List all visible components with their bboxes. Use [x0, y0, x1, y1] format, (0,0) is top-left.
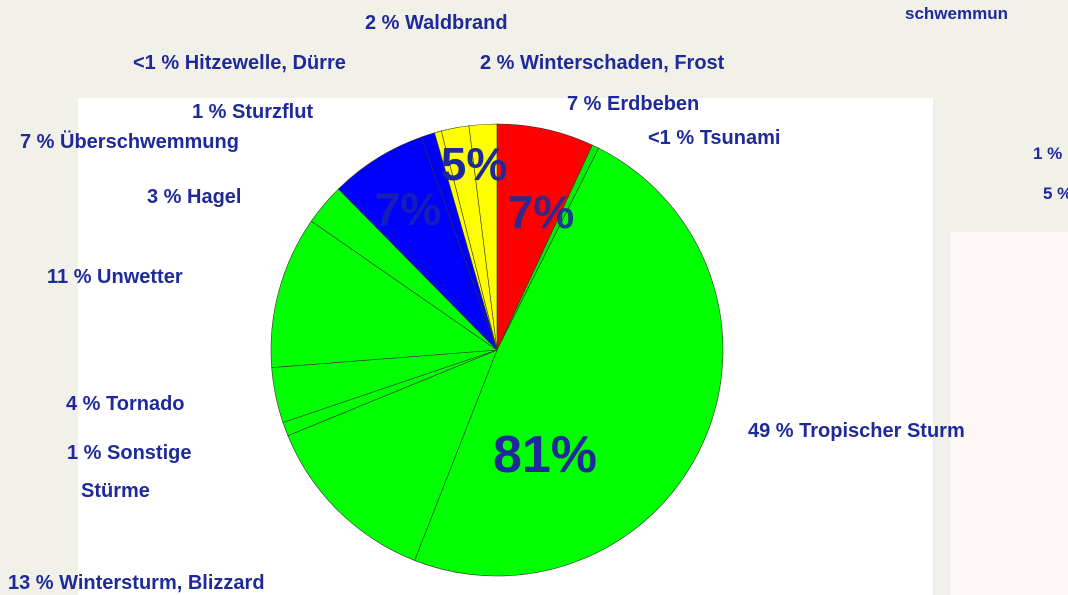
slice-label: <1 % Tsunami — [648, 127, 780, 149]
slice-label: 4 % Tornado — [66, 393, 185, 415]
slice-label: 3 % Hagel — [147, 186, 241, 208]
slice-label: 49 % Tropischer Sturm — [748, 420, 965, 442]
slice-label: 2 % Waldbrand — [365, 12, 508, 34]
pie-slice — [287, 349, 498, 561]
cropped-label: schwemmun — [905, 4, 1008, 23]
group-label: 7% — [508, 186, 574, 238]
pie-slice — [414, 147, 724, 577]
slice-label: 7 % Überschwemmung — [20, 130, 239, 153]
pie-slice — [468, 123, 498, 351]
slice-label: 7 % Erdbeben — [567, 93, 699, 115]
group-label: 81% — [493, 426, 597, 484]
group-label: 5% — [441, 138, 507, 190]
cropped-label: 1 % — [1033, 144, 1062, 163]
group-label: 7% — [375, 183, 441, 235]
cropped-label: 5 % — [1043, 184, 1068, 203]
slice-label: 1 % Sonstige — [67, 442, 191, 464]
side-panel — [950, 232, 1068, 595]
slice-label: 1 % Sturzflut — [192, 101, 313, 123]
pie-slice — [270, 220, 498, 368]
slice-label: Stürme — [81, 480, 150, 502]
slice-label: 13 % Wintersturm, Blizzard — [8, 572, 265, 594]
pie — [270, 123, 724, 577]
slice-label: 2 % Winterschaden, Frost — [480, 52, 725, 74]
slice-label: <1 % Hitzewelle, Dürre — [133, 52, 346, 74]
slice-label: 11 % Unwetter — [47, 266, 183, 288]
